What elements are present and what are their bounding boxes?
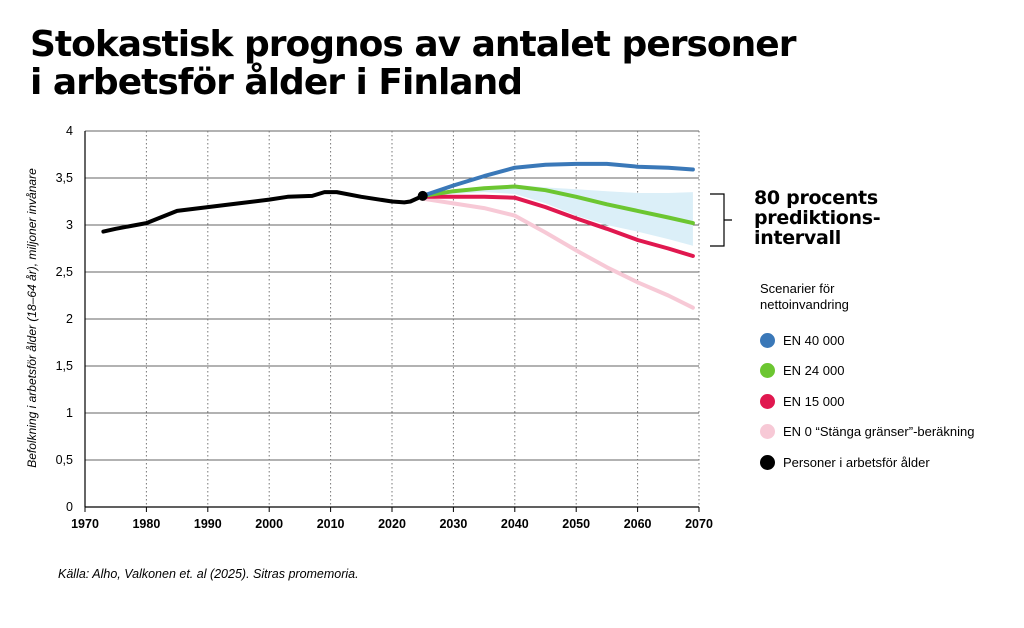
x-tick-label: 2030 bbox=[439, 517, 467, 531]
bracket-line bbox=[710, 193, 732, 247]
series-line-historical bbox=[101, 190, 425, 234]
legend-dot-black-icon bbox=[760, 454, 775, 470]
x-tick-label: 1990 bbox=[194, 517, 222, 531]
x-tick-label: 2020 bbox=[378, 517, 406, 531]
y-tick-label: 1 bbox=[66, 406, 73, 420]
y-tick-label: 4 bbox=[66, 124, 73, 138]
chart-title-line-2: i arbetsför ålder i Finland bbox=[30, 62, 523, 103]
prediction-interval-area bbox=[422, 184, 693, 246]
legend-dot-green-icon bbox=[760, 363, 775, 379]
x-tick-label: 2050 bbox=[562, 517, 590, 531]
y-tick-label: 2,5 bbox=[56, 265, 73, 279]
axes: 0 0,5 1 1,5 2 2,5 3 3,5 4 1970 1980 1990 2000 2010 202… bbox=[56, 124, 713, 531]
x-tick-label: 1970 bbox=[71, 517, 99, 531]
legend-label: EN 40 000 bbox=[783, 332, 845, 348]
chart-title-line-1: Stokastisk prognos av antalet personer bbox=[30, 24, 796, 65]
legend-item: EN 40 000 bbox=[760, 325, 1024, 356]
current-year-marker bbox=[417, 190, 428, 201]
x-tick-label: 2060 bbox=[624, 517, 652, 531]
legend-item: Personer i arbetsför ålder bbox=[760, 447, 1024, 478]
y-tick-label: 0 bbox=[66, 500, 73, 514]
series-lines bbox=[101, 161, 695, 310]
source-note: Källa: Alho, Valkonen et. al (2025). Sit… bbox=[58, 567, 359, 581]
legend-item: EN 24 000 bbox=[760, 356, 1024, 387]
y-axis-label: Befolkning i arbetsför ålder (18–64 år),… bbox=[25, 168, 39, 468]
pi-label-line-2: prediktions- bbox=[754, 207, 881, 229]
x-tick-label: 2070 bbox=[685, 517, 713, 531]
series-line-en-24000 bbox=[420, 184, 695, 226]
legend-item: EN 0 “Stänga gränser”-beräkning bbox=[760, 417, 1024, 448]
series-line-en-0 bbox=[420, 196, 695, 310]
gridlines bbox=[85, 130, 700, 507]
legend-label: Personer i arbetsför ålder bbox=[783, 454, 930, 470]
y-tick-label: 0,5 bbox=[56, 453, 73, 467]
prediction-interval-label: 80 procents prediktions- intervall bbox=[754, 187, 881, 249]
legend-label: EN 15 000 bbox=[783, 393, 845, 409]
legend: Scenarier för nettoinvandring EN 40 000 … bbox=[760, 281, 1024, 478]
legend-label: EN 0 “Stänga gränser”-beräkning bbox=[783, 424, 975, 440]
pi-label-line-1: 80 procents bbox=[754, 187, 878, 209]
series-line-en-15000 bbox=[420, 194, 695, 258]
legend-label: EN 24 000 bbox=[783, 363, 845, 379]
series-line-en-40000 bbox=[420, 161, 695, 198]
y-tick-label: 1,5 bbox=[56, 359, 73, 373]
x-tick-label: 2040 bbox=[501, 517, 529, 531]
prediction-interval-band bbox=[422, 184, 693, 246]
legend-item: EN 15 000 bbox=[760, 386, 1024, 417]
y-tick-label: 2 bbox=[66, 312, 73, 326]
prediction-interval-bracket bbox=[710, 193, 732, 247]
x-tick-label: 2000 bbox=[255, 517, 283, 531]
legend-dot-red-icon bbox=[760, 393, 775, 409]
legend-dot-pink-icon bbox=[760, 424, 775, 440]
x-tick-label: 2010 bbox=[317, 517, 345, 531]
y-tick-label: 3 bbox=[66, 218, 73, 232]
y-tick-label: 3,5 bbox=[56, 171, 73, 185]
legend-dot-blue-icon bbox=[760, 332, 775, 348]
legend-title: Scenarier för nettoinvandring bbox=[760, 281, 849, 312]
pi-label-line-3: intervall bbox=[754, 227, 841, 249]
x-tick-label: 1980 bbox=[132, 517, 160, 531]
chart-title: Stokastisk prognos av antalet personer i… bbox=[30, 26, 850, 102]
